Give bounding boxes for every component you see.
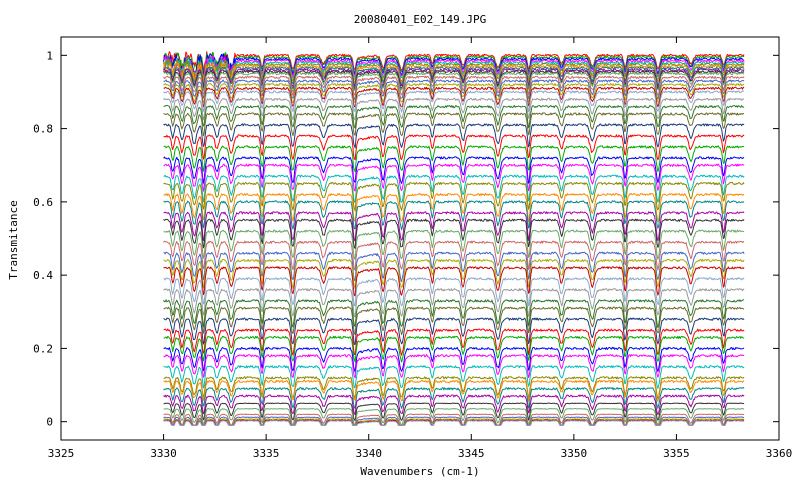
x-tick-label: 3335: [253, 447, 280, 460]
spectrum-series-line: [163, 123, 745, 149]
spectrum-series-line: [163, 376, 745, 399]
spectrum-series-line: [163, 387, 745, 409]
spectrum-series-line: [163, 346, 745, 373]
spectrum-series-line: [163, 328, 745, 356]
chart-title: 20080401_E02_149.JPG: [354, 13, 486, 26]
spectrum-series-line: [163, 420, 745, 426]
x-tick-label: 3340: [355, 447, 382, 460]
y-tick-label: 0: [46, 416, 53, 429]
spectrum-series-line: [163, 251, 745, 282]
spectrum-series-line: [163, 75, 745, 96]
spectrum-series-line: [163, 97, 745, 121]
x-tick-label: 3355: [663, 447, 690, 460]
spectrum-series-line: [163, 72, 745, 92]
spectrum-series-line: [163, 90, 745, 113]
spectrum-series-line: [163, 174, 745, 203]
spectrum-series-line: [163, 86, 745, 108]
spectrum-series-line: [163, 218, 745, 249]
y-axis: 0 0.2 0.4 0.6 0.8 1: [33, 49, 779, 429]
spectrum-series-line: [163, 277, 745, 307]
x-tick-label: 3345: [458, 447, 485, 460]
spectrum-series-line: [163, 317, 745, 345]
spectrum-series-line: [163, 266, 745, 297]
plot-frame: [60, 36, 780, 441]
spectrum-series-line: [163, 379, 745, 402]
y-tick-label: 0.6: [33, 196, 53, 209]
spectrum-series-line: [163, 105, 745, 129]
spectrum-series-line: [163, 181, 745, 212]
spectrum-series-line: [163, 413, 745, 426]
spectrum-series-line: [163, 145, 745, 173]
y-tick-label: 0.8: [33, 123, 53, 136]
y-tick-label: 0.4: [33, 269, 53, 282]
spectrum-series-line: [163, 402, 745, 422]
spectrum-series-line: [163, 200, 745, 231]
spectrum-series-line: [163, 79, 745, 101]
x-tick-label: 3350: [561, 447, 588, 460]
spectrum-series-line: [163, 394, 745, 416]
y-tick-label: 1: [46, 49, 53, 62]
x-axis-label: Wavenumbers (cm-1): [360, 465, 479, 478]
spectrum-series-line: [163, 240, 745, 271]
x-tick-label: 3325: [48, 447, 75, 460]
spectrum-series-line: [163, 229, 745, 260]
spectrum-series-line: [163, 192, 745, 223]
spectrum-series-line: [163, 163, 745, 192]
spectrum-series-line: [163, 156, 745, 184]
spectrum-series-line: [163, 306, 745, 336]
x-tick-label: 3330: [150, 447, 177, 460]
spectrum-series-line: [163, 211, 745, 242]
x-axis: 3325 3330 3335 3340 3345 3350 3355 3360: [48, 37, 793, 460]
spectrum-series-line: [163, 288, 745, 318]
spectrum-series-line: [163, 365, 745, 389]
spectrum-series-line: [163, 112, 745, 137]
y-axis-label: Transmitance: [7, 200, 20, 279]
spectrum-series-line: [163, 68, 745, 88]
y-tick-label: 0.2: [33, 342, 53, 355]
series-group: [163, 51, 745, 426]
spectrum-series-line: [163, 258, 745, 289]
spectrum-series-line: [163, 299, 745, 328]
x-tick-label: 3360: [766, 447, 793, 460]
spectrum-series-line: [163, 134, 745, 161]
spectrum-series-line: [163, 354, 745, 379]
spectrum-series-line: [163, 408, 745, 426]
spectrum-series-line: [163, 335, 745, 363]
